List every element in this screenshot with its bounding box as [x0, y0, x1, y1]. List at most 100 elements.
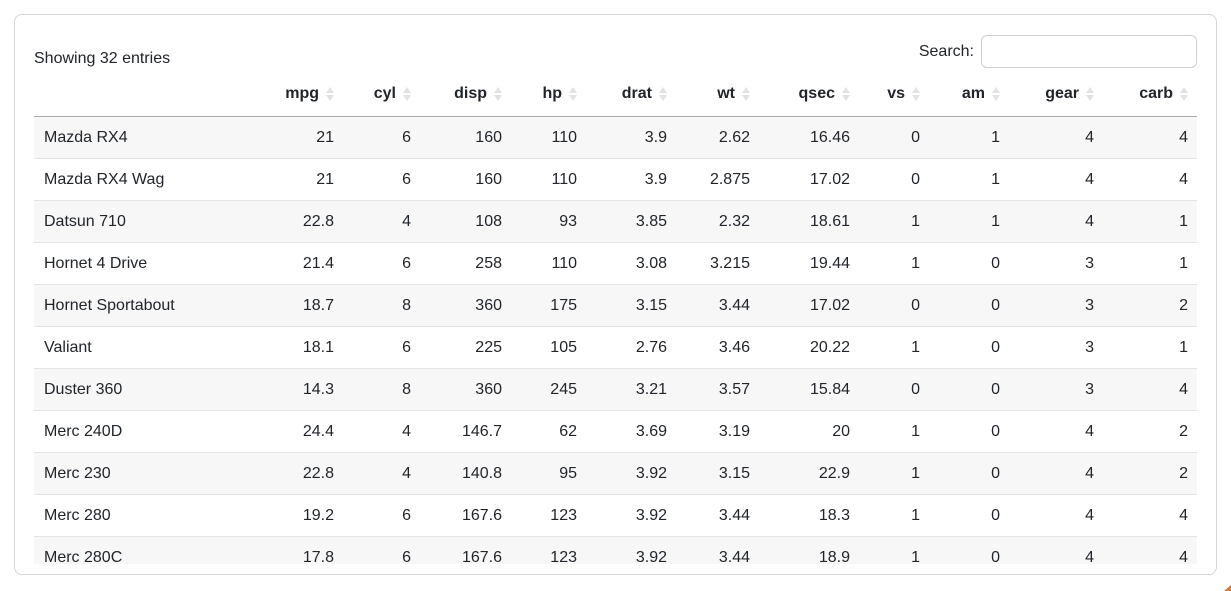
cell: 1: [860, 452, 930, 495]
header-row: mpg cyl disp hp drat wt qsec vs am gear …: [34, 70, 1197, 117]
sort-unsorted-icon: [569, 87, 577, 101]
cell: 0: [860, 368, 930, 411]
cell: 3.44: [677, 284, 760, 327]
cell: 24.4: [258, 410, 344, 453]
column-header-mpg[interactable]: mpg: [258, 70, 344, 117]
cell: 0: [930, 536, 1010, 564]
cell: 20: [760, 410, 860, 453]
cell: 0: [860, 116, 930, 159]
cell: 160: [421, 158, 512, 201]
column-header-qsec[interactable]: qsec: [760, 70, 860, 117]
cell: 6: [344, 536, 421, 564]
cell: 4: [1104, 494, 1197, 537]
cell: 18.9: [760, 536, 860, 564]
sort-unsorted-icon: [742, 87, 750, 101]
cell: 123: [512, 536, 587, 564]
cell: 4: [1010, 536, 1104, 564]
cell: 123: [512, 494, 587, 537]
cell: 2: [1104, 284, 1197, 327]
cell: 3: [1010, 284, 1104, 327]
table-container: mpg cyl disp hp drat wt qsec vs am gear …: [34, 70, 1197, 564]
cell: 16.46: [760, 116, 860, 159]
cell: 4: [1010, 116, 1104, 159]
column-header-gear[interactable]: gear: [1010, 70, 1104, 117]
cell: 4: [344, 410, 421, 453]
row-name-cell: Merc 280C: [34, 536, 258, 564]
column-header-carb[interactable]: carb: [1104, 70, 1197, 117]
cell: 3.15: [587, 284, 677, 327]
cell: 3.19: [677, 410, 760, 453]
column-header-label: disp: [454, 85, 487, 102]
cell: 4: [344, 452, 421, 495]
search-label: Search:: [918, 42, 974, 60]
sort-unsorted-icon: [1086, 87, 1094, 101]
cell: 93: [512, 200, 587, 243]
cell: 0: [930, 494, 1010, 537]
column-header-label: hp: [542, 85, 562, 102]
cell: 3.15: [677, 452, 760, 495]
sort-unsorted-icon: [992, 87, 1000, 101]
column-header-hp[interactable]: hp: [512, 70, 587, 117]
cell: 1: [930, 200, 1010, 243]
row-name-cell: Merc 280: [34, 494, 258, 537]
cell: 3: [1010, 368, 1104, 411]
cell: 6: [344, 116, 421, 159]
cell: 6: [344, 242, 421, 285]
cell: 0: [930, 284, 1010, 327]
cell: 160: [421, 116, 512, 159]
cell: 0: [860, 284, 930, 327]
column-header-drat[interactable]: drat: [587, 70, 677, 117]
cell: 1: [930, 158, 1010, 201]
cell: 0: [930, 410, 1010, 453]
cell: 1: [930, 116, 1010, 159]
sort-unsorted-icon: [494, 87, 502, 101]
search-input[interactable]: [981, 35, 1197, 68]
cell: 110: [512, 158, 587, 201]
cell: 0: [930, 452, 1010, 495]
cell: 1: [1104, 326, 1197, 369]
cell: 0: [860, 158, 930, 201]
cell: 1: [1104, 242, 1197, 285]
cell: 1: [860, 494, 930, 537]
cell: 108: [421, 200, 512, 243]
cell: 4: [1010, 452, 1104, 495]
column-header-am[interactable]: am: [930, 70, 1010, 117]
cell: 4: [1104, 368, 1197, 411]
cell: 19.44: [760, 242, 860, 285]
cell: 4: [1010, 158, 1104, 201]
table-row: Mazda RX4 Wag 21 6 160 110 3.9 2.875 17.…: [34, 158, 1197, 201]
cell: 258: [421, 242, 512, 285]
sort-unsorted-icon: [1180, 87, 1188, 101]
cell: 2: [1104, 452, 1197, 495]
cell: 245: [512, 368, 587, 411]
cell: 0: [930, 326, 1010, 369]
cell: 1: [860, 536, 930, 564]
column-header-label: mpg: [285, 85, 319, 102]
row-name-cell: Hornet Sportabout: [34, 284, 258, 327]
column-header-cyl[interactable]: cyl: [344, 70, 421, 117]
cell: 1: [860, 326, 930, 369]
table-toolbar: Showing 32 entries Search:: [34, 35, 1197, 68]
column-header-label: vs: [887, 85, 905, 102]
cell: 6: [344, 494, 421, 537]
cell: 18.3: [760, 494, 860, 537]
column-header-disp[interactable]: disp: [421, 70, 512, 117]
row-name-cell: Mazda RX4 Wag: [34, 158, 258, 201]
cell: 3: [1010, 242, 1104, 285]
cell: 140.8: [421, 452, 512, 495]
row-name-cell: Merc 240D: [34, 410, 258, 453]
cell: 6: [344, 158, 421, 201]
cell: 6: [344, 326, 421, 369]
column-header-vs[interactable]: vs: [860, 70, 930, 117]
cell: 21: [258, 158, 344, 201]
cell: 15.84: [760, 368, 860, 411]
column-header-label: cyl: [373, 85, 396, 102]
cell: 3.9: [587, 158, 677, 201]
cell: 8: [344, 284, 421, 327]
cell: 0: [930, 368, 1010, 411]
cell: 3.92: [587, 536, 677, 564]
cell: 18.61: [760, 200, 860, 243]
cell: 21: [258, 116, 344, 159]
row-name-cell: Valiant: [34, 326, 258, 369]
column-header-wt[interactable]: wt: [677, 70, 760, 117]
